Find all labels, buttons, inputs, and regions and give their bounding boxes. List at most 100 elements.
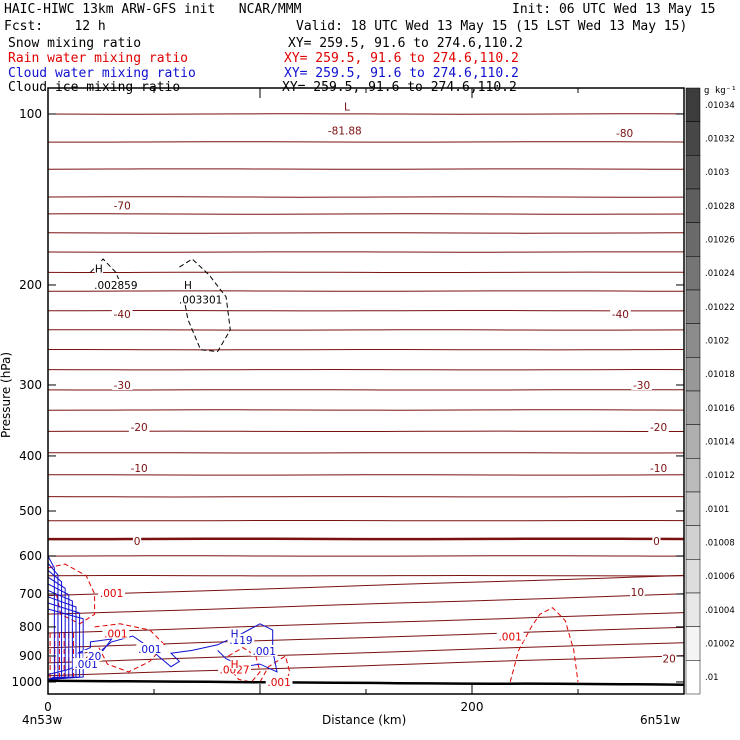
colorbar-label: .01016 <box>705 404 735 414</box>
temperature-label: -20 <box>131 422 148 434</box>
x-axis-left-end: 4n53w <box>22 713 63 727</box>
colorbar-swatch <box>685 256 701 291</box>
colorbar-label: .0103 <box>705 168 729 178</box>
x-axis-ticks: 0 200 <box>44 88 685 714</box>
rain-label-bg <box>102 627 130 639</box>
colorbar-swatch <box>685 424 701 459</box>
contour-labels: -81.88 L -80 -70 -40 -40 -30 -30 -20 -20 -10 -10 0 0 1… <box>72 100 677 689</box>
colorbar-label: .01034 <box>705 101 735 111</box>
colorbar-label: .01022 <box>705 303 735 313</box>
colorbar-label: .01002 <box>705 640 735 650</box>
temperature-label-bg <box>610 308 631 320</box>
temperature-label-bg <box>111 378 133 390</box>
temperature-label: -70 <box>114 201 131 213</box>
temperature-label-bg <box>652 535 661 547</box>
init-time: Init: 06 UTC Wed 13 May 15 <box>512 2 716 17</box>
temperature-label-bg <box>630 586 645 598</box>
y-tick-label: 700 <box>19 587 42 601</box>
cloud-water-label-bg <box>87 649 102 661</box>
temperature-label: -30 <box>633 380 650 392</box>
colorbar-swatch <box>685 626 701 661</box>
colorbar-label: .01012 <box>705 471 735 481</box>
temperature-label: -10 <box>131 463 148 475</box>
colorbar-swatch <box>685 289 701 324</box>
temperature-label-bg <box>111 199 133 211</box>
colorbar-swatch <box>685 357 701 392</box>
x-tick-label: 200 <box>461 700 484 714</box>
snow-label: H <box>184 280 192 292</box>
colorbar-label: .0102 <box>705 337 729 347</box>
cloud-water-label: .001 <box>138 644 161 656</box>
isotherm-line <box>47 612 685 634</box>
colorbar-label: .01014 <box>705 438 735 448</box>
cloud-water-contours <box>47 555 278 680</box>
colorbar-swatch <box>685 559 701 594</box>
temperature-label-bg <box>614 126 635 138</box>
y-tick-label: 200 <box>19 278 42 292</box>
temperature-label-bg <box>648 421 669 433</box>
colorbar-swatch <box>685 222 701 257</box>
temperature-label-bg <box>132 535 142 547</box>
rain-contour <box>259 655 291 684</box>
rain-label: .001 <box>267 677 290 689</box>
cloud-water-label-bg <box>230 627 239 639</box>
isotherm-line <box>47 574 685 597</box>
rain-contour <box>227 647 261 683</box>
temperature-label-bg <box>648 461 669 473</box>
field-xy-rain: XY= 259.5, 91.6 to 274.6,110.2 <box>284 51 519 66</box>
cloud-water-label: .001 <box>74 659 97 671</box>
snow-label: .002859 <box>94 280 137 292</box>
temperature-label: -10 <box>650 463 667 475</box>
snow-label-bg <box>94 262 103 274</box>
colorbar-swatch <box>685 188 701 223</box>
colorbar-label: .01008 <box>705 539 735 549</box>
cloud-water-label: .001 <box>253 646 276 658</box>
temperature-label-bg <box>128 461 150 473</box>
temperature-label: 20 <box>662 654 675 666</box>
valid-time: Valid: 18 UTC Wed 13 May 15 (15 LST Wed … <box>296 19 688 34</box>
temperature-label-bg <box>661 652 677 664</box>
cloud-water-label: H <box>231 629 239 641</box>
plot-border <box>47 87 685 695</box>
temperature-label: -30 <box>114 380 131 392</box>
y-tick-label: 800 <box>19 620 42 634</box>
ground-line <box>47 679 685 686</box>
ground-surface-line <box>47 679 685 686</box>
temperature-label-bg <box>128 421 150 433</box>
rain-label-bg <box>496 630 524 642</box>
colorbar-swatch <box>685 491 701 526</box>
cloud-water-contour <box>47 623 278 675</box>
x-axis-right-end: 6n51w <box>640 713 681 727</box>
y-tick-label: 600 <box>19 549 42 563</box>
colorbar-label: .01 <box>705 673 719 683</box>
temperature-label-bg <box>631 378 652 390</box>
x-tick-label: 0 <box>44 700 52 714</box>
temperature-label: -40 <box>612 309 629 321</box>
field-xy-snow: XY= 259.5, 91.6 to 274.6,110.2 <box>288 36 523 51</box>
y-axis-label: Pressure (hPa) <box>0 351 14 439</box>
field-name-rain: Rain water mixing ratio <box>8 51 189 66</box>
rain-label-bg <box>265 675 293 687</box>
forecast-hour: Fcst: 12 h <box>4 19 106 34</box>
temperature-label-bg <box>342 100 352 112</box>
y-tick-label: 900 <box>19 649 42 663</box>
field-name-snow: Snow mixing ratio <box>8 36 142 51</box>
isotherm-line <box>47 593 685 615</box>
field-xy-cloud-water: XY= 259.5, 91.6 to 274.6,110.2 <box>284 66 519 81</box>
cloud-water-label-bg <box>250 644 278 656</box>
rain-label: .001 <box>498 632 521 644</box>
colorbar-swatch <box>685 121 701 156</box>
temperature-label: -40 <box>114 309 131 321</box>
plot-frame <box>47 87 685 695</box>
rain-label-bg <box>230 658 239 670</box>
y-tick-label: 100 <box>19 107 42 121</box>
colorbar-swatch <box>685 525 701 560</box>
isotherm-line <box>47 655 685 677</box>
x-axis-label: Distance (km) <box>322 713 407 727</box>
cloud-water-label-bg <box>136 643 164 655</box>
rain-label: .0027 <box>220 664 250 676</box>
rain-label-bg <box>98 586 125 598</box>
y-tick-label: 500 <box>19 504 42 518</box>
cloud-water-label-bg <box>227 633 255 645</box>
